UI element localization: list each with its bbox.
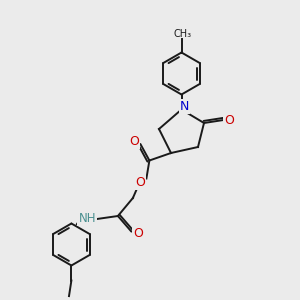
Text: O: O [133, 226, 143, 240]
Text: O: O [135, 176, 145, 189]
Text: O: O [224, 113, 234, 127]
Text: NH: NH [79, 212, 96, 225]
Text: N: N [180, 100, 189, 113]
Text: O: O [129, 134, 139, 148]
Text: CH₃: CH₃ [173, 29, 191, 39]
